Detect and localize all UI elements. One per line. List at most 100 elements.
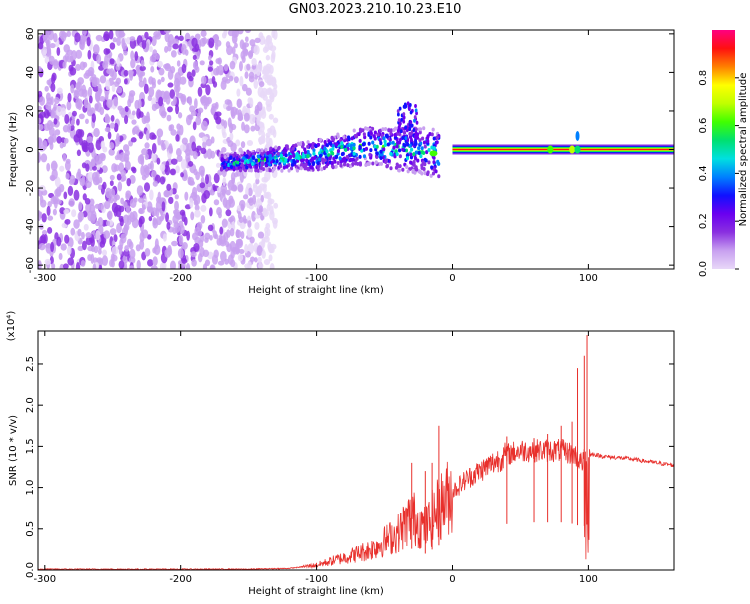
onset-blob (302, 154, 306, 159)
noise-blob (113, 234, 118, 243)
onset-blob (431, 127, 435, 132)
noise-blob (109, 58, 115, 65)
noise-blob (216, 206, 222, 216)
colorbar-gradient (712, 30, 735, 269)
noise-blob (234, 42, 238, 49)
noise-blob (164, 46, 169, 53)
onset-blob (384, 160, 388, 165)
onset-blob (367, 162, 371, 167)
onset-blob (293, 160, 297, 165)
noise-blob (96, 154, 103, 165)
noise-blob (120, 197, 125, 205)
onset-blob (299, 166, 303, 171)
noise-blob (69, 67, 77, 76)
noise-blob (220, 80, 227, 91)
plume-blob (415, 120, 419, 125)
onset-blob (291, 146, 295, 151)
noise-blob (104, 115, 111, 124)
onset-blob (320, 157, 325, 162)
noise-blob (245, 87, 252, 96)
noise-blob (62, 61, 67, 69)
onset-blob (249, 168, 253, 173)
noise-blob (92, 165, 97, 171)
noise-blob (117, 181, 123, 192)
noise-blob (201, 120, 208, 131)
noise-blob (188, 180, 195, 186)
onset-blob (412, 162, 416, 167)
noise-blob (208, 55, 212, 61)
noise-blob (136, 64, 140, 75)
noise-blob (96, 257, 103, 263)
noise-blob (58, 252, 63, 261)
noise-blob (199, 182, 206, 189)
noise-blob (215, 116, 222, 125)
noise-blob (178, 35, 184, 42)
onset-blob (331, 137, 335, 142)
noise-blob (207, 224, 214, 232)
noise-blob (80, 260, 86, 267)
noise-blob (49, 42, 56, 49)
noise-blob (272, 220, 278, 229)
spec-ytick-label: 20 (25, 105, 36, 118)
onset-blob (430, 145, 434, 150)
noise-blob (49, 55, 55, 65)
plume-blob (406, 141, 409, 146)
noise-blob (217, 57, 222, 65)
noise-blob (45, 101, 52, 111)
noise-blob (212, 34, 219, 42)
noise-blob (224, 99, 232, 105)
noise-blob (56, 135, 62, 144)
plume-blob (403, 102, 407, 107)
plume-blob (412, 128, 416, 133)
noise-blob (38, 139, 44, 149)
noise-blob (107, 131, 112, 140)
onset-blob (336, 132, 340, 137)
onset-blob (344, 147, 348, 152)
noise-blob (52, 195, 59, 204)
onset-blob (432, 155, 436, 160)
onset-blob (419, 141, 423, 146)
noise-blob (261, 238, 266, 249)
noise-blob (231, 33, 238, 44)
onset-blob (381, 127, 385, 132)
onset-blob (296, 156, 301, 161)
noise-blob (247, 261, 252, 269)
noise-blob (209, 234, 213, 241)
noise-blob (146, 234, 152, 240)
noise-blob (113, 196, 118, 203)
onset-blob (350, 136, 354, 141)
noise-blob (94, 91, 101, 102)
onset-blob (251, 151, 255, 156)
onset-blob (229, 155, 233, 160)
onset-blob (361, 128, 365, 133)
onset-blob (279, 158, 283, 163)
noise-blob (83, 97, 89, 109)
noise-blob (103, 31, 110, 42)
noise-blob (230, 142, 237, 153)
onset-blob (342, 156, 347, 161)
onset-blob (317, 157, 322, 162)
onset-blob (267, 162, 272, 167)
noise-blob (197, 86, 203, 97)
noise-blob (222, 177, 227, 186)
noise-blob (180, 172, 184, 178)
onset-blob (383, 142, 388, 147)
onset-blob (422, 150, 426, 155)
onset-blob (312, 148, 316, 153)
onset-blob (284, 149, 288, 154)
noise-blob (174, 194, 179, 200)
noise-blob (50, 160, 58, 172)
onset-blob (412, 152, 416, 157)
onset-blob (224, 167, 229, 172)
noise-blob (179, 224, 185, 235)
noise-blob (147, 95, 152, 102)
noise-blob (152, 247, 157, 254)
onset-blob (295, 168, 300, 173)
tone-spot (574, 145, 581, 154)
noise-blob (161, 201, 166, 212)
noise-blob (148, 216, 153, 222)
onset-blob (318, 137, 323, 142)
noise-blob (55, 105, 63, 117)
noise-blob (257, 262, 264, 269)
onset-blob (373, 144, 377, 149)
